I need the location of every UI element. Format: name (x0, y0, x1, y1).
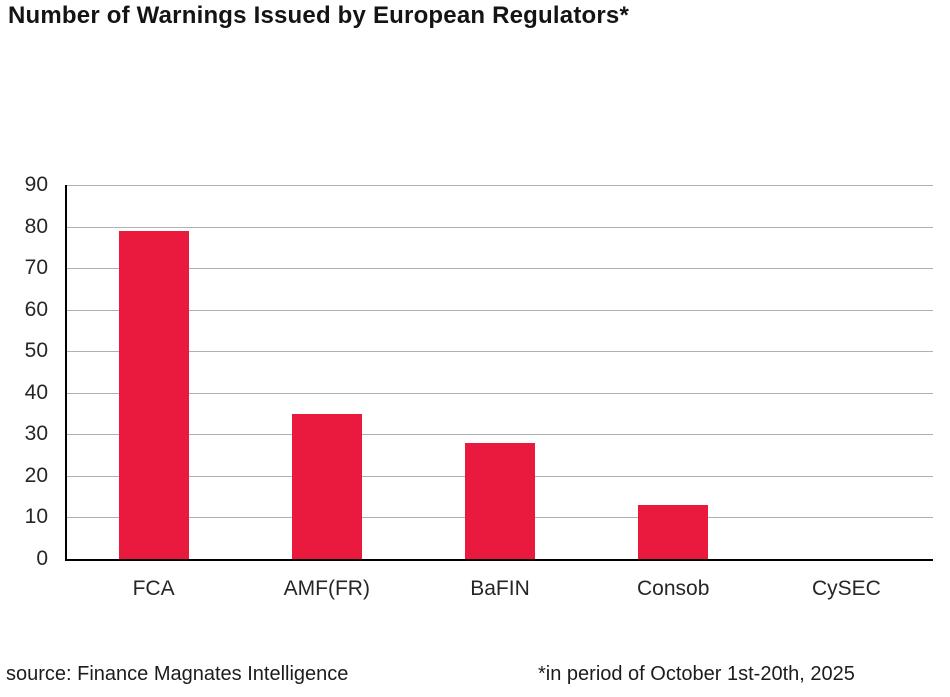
gridline-y-80 (67, 226, 933, 228)
bar-bafin (465, 442, 535, 559)
gridline-y-60 (67, 309, 933, 311)
ytick-label-50: 50 (24, 339, 48, 363)
gridline-y-30 (67, 434, 933, 436)
source-note: source: Finance Magnates Intelligence (6, 663, 349, 685)
xtick-label-amf-fr-: AMF(FR) (283, 577, 370, 600)
ytick-label-40: 40 (24, 380, 48, 404)
xtick-label-fca: FCA (132, 577, 175, 600)
ytick-label-70: 70 (24, 256, 48, 280)
bar-consob (638, 504, 709, 559)
y-axis-tick-labels: 0 10 20 30 40 50 60 70 80 90 (0, 174, 48, 570)
ytick-label-60: 60 (24, 297, 48, 321)
gridline-y-70 (67, 268, 933, 270)
chart-footer: source: Finance Magnates Intelligence *i… (0, 663, 950, 693)
xtick-label-bafin: BaFIN (470, 577, 530, 600)
bar-amf-fr- (291, 413, 362, 559)
ytick-label-20: 20 (24, 463, 48, 487)
xtick-label-cysec: CySEC (811, 577, 881, 600)
gridline-y-90 (67, 185, 933, 186)
period-note: *in period of October 1st-20th, 2025 (538, 663, 855, 685)
ytick-label-0: 0 (36, 547, 48, 570)
x-axis-tick-labels: FCA AMF(FR) BaFIN Consob CySEC (67, 577, 933, 603)
ytick-label-80: 80 (24, 214, 48, 238)
ytick-label-30: 30 (24, 422, 48, 446)
ytick-label-10: 10 (24, 505, 48, 529)
ytick-label-90: 90 (24, 173, 48, 196)
chart-title: Number of Warnings Issued by European Re… (8, 2, 630, 29)
bar-fca (118, 230, 189, 559)
gridline-y-50 (67, 351, 933, 353)
xtick-label-consob: Consob (636, 577, 710, 600)
gridline-y-40 (67, 392, 933, 394)
plot-area (65, 185, 933, 561)
